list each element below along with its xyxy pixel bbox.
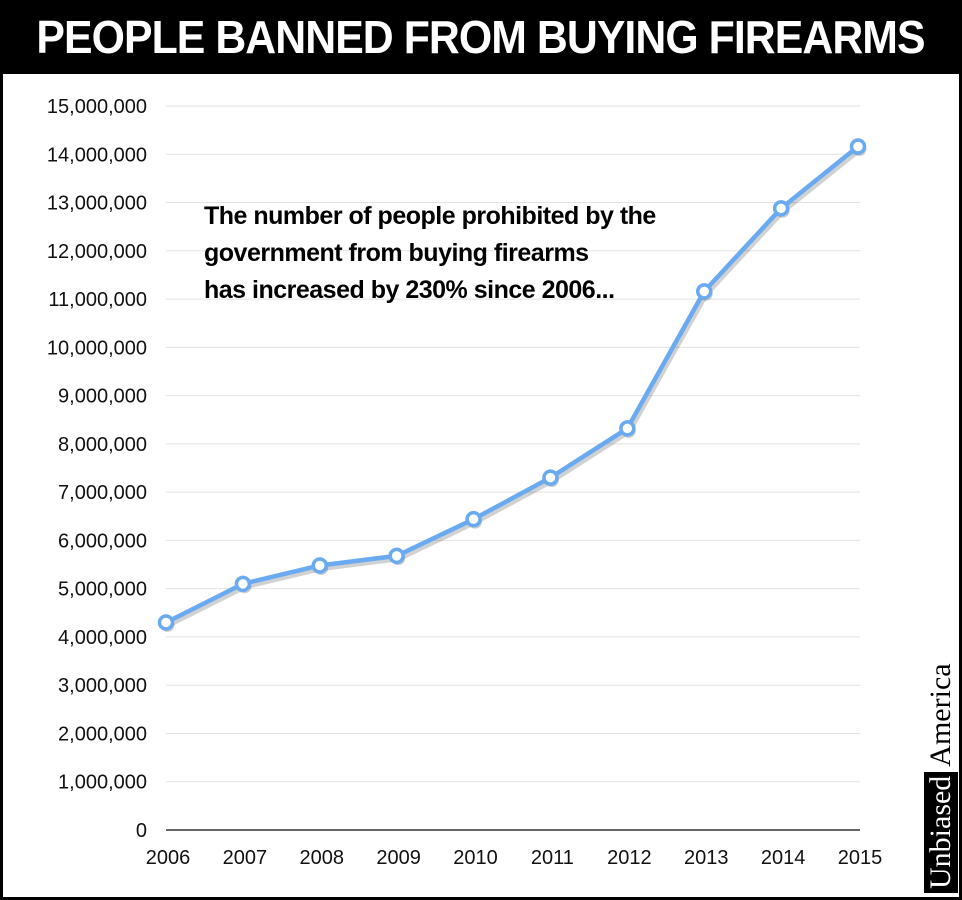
data-point (388, 547, 405, 565)
data-point (772, 200, 790, 217)
y-tick-label: 13,000,000 (47, 193, 147, 215)
y-tick-label: 4,000,000 (58, 627, 147, 649)
watermark-logo: Unbiased America (922, 583, 960, 893)
annotation-line-2: government from buying firearms (204, 239, 589, 267)
chart-title: PEOPLE BANNED FROM BUYING FIREARMS (36, 11, 926, 63)
x-tick-label: 2012 (607, 847, 652, 869)
annotation-line-3: has increased by 230% since 2006... (204, 276, 615, 304)
data-point (465, 510, 482, 528)
x-tick-label: 2013 (684, 847, 729, 869)
y-tick-label: 11,000,000 (48, 289, 147, 311)
x-tick-labels: 2006 2007 2008 2009 2010 2011 2012 2013 2014 2015 (146, 847, 883, 869)
title-bar: PEOPLE BANNED FROM BUYING FIREARMS (3, 0, 959, 74)
y-tick-label: 8,000,000 (58, 434, 147, 456)
y-tick-label: 9,000,000 (58, 386, 147, 408)
watermark-unbiased: Unbiased (924, 771, 958, 893)
x-tick-label: 2011 (531, 847, 574, 869)
series-line (163, 144, 861, 625)
y-tick-label: 7,000,000 (58, 482, 147, 504)
y-tick-label: 1,000,000 (58, 772, 147, 794)
data-point (695, 283, 713, 300)
x-tick-label: 2015 (838, 847, 883, 869)
data-point (849, 138, 867, 155)
y-tick-label: 10,000,000 (47, 337, 147, 359)
data-point (234, 575, 252, 593)
y-tick-labels: 0 1,000,000 2,000,000 3,000,000 4,000,000 5,0… (47, 96, 147, 842)
x-tick-label: 2007 (223, 847, 268, 869)
y-tick-label: 2,000,000 (58, 723, 147, 745)
y-tick-label: 15,000,000 (47, 96, 147, 118)
y-tick-label: 0 (136, 820, 147, 842)
chart-annotation: The number of people prohibited by the g… (204, 198, 656, 309)
y-tick-label: 3,000,000 (58, 675, 147, 697)
y-tick-label: 6,000,000 (58, 530, 147, 552)
chart-frame: PEOPLE BANNED FROM BUYING FIREARMS 0 1,00… (3, 0, 959, 897)
x-tick-label: 2006 (146, 847, 191, 869)
y-tick-label: 12,000,000 (47, 241, 147, 263)
y-tick-label: 14,000,000 (47, 144, 147, 166)
data-point (311, 557, 329, 574)
series-line-shadow (165, 147, 863, 628)
y-tick-label: 5,000,000 (58, 579, 147, 601)
x-tick-label: 2009 (376, 847, 421, 869)
x-tick-label: 2010 (453, 847, 498, 869)
x-tick-label: 2008 (300, 847, 345, 869)
line-chart: 0 1,000,000 2,000,000 3,000,000 4,000,000 5,0… (47, 96, 883, 869)
data-point (157, 614, 175, 631)
annotation-line-1: The number of people prohibited by the (204, 202, 656, 230)
x-tick-label: 2014 (761, 847, 806, 869)
watermark-america: America (924, 663, 957, 767)
data-series (157, 138, 867, 632)
gridlines (166, 105, 860, 783)
data-point (542, 469, 559, 486)
data-point (619, 420, 636, 437)
